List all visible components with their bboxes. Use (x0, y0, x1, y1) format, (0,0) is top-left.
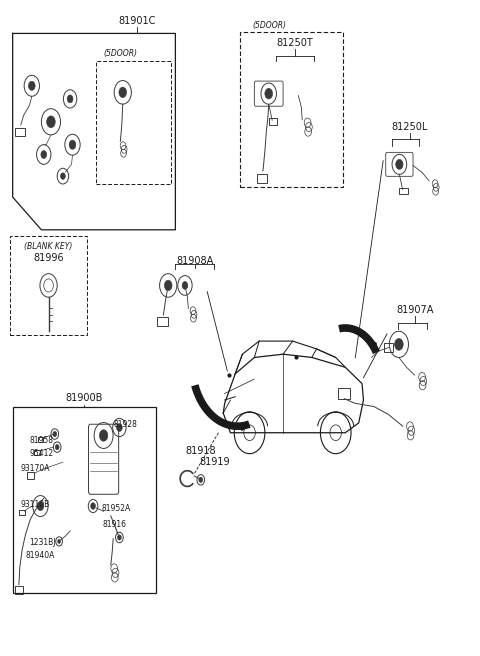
Text: 81901C: 81901C (119, 16, 156, 26)
Bar (269, 118, 277, 125)
Circle shape (37, 501, 44, 510)
Text: (5DOOR): (5DOOR) (104, 49, 138, 58)
Circle shape (60, 173, 65, 179)
Circle shape (99, 430, 108, 441)
Circle shape (41, 151, 47, 159)
Text: 81918: 81918 (185, 445, 216, 456)
Circle shape (53, 432, 57, 437)
Text: 81916: 81916 (103, 520, 127, 529)
Circle shape (265, 89, 273, 99)
Bar (399, 188, 408, 194)
Text: 95412: 95412 (29, 449, 54, 458)
Text: 81908A: 81908A (176, 256, 213, 266)
Circle shape (182, 281, 188, 289)
Text: 93110B: 93110B (21, 501, 50, 509)
Bar (12, 407, 156, 593)
Text: 81919: 81919 (199, 457, 230, 468)
Bar (157, 317, 168, 326)
Text: (5DOOR): (5DOOR) (252, 21, 286, 30)
Text: 1231BJ: 1231BJ (29, 538, 56, 547)
Circle shape (91, 502, 96, 509)
Circle shape (199, 478, 203, 483)
Circle shape (119, 87, 127, 98)
Bar (384, 343, 393, 352)
Text: 81928: 81928 (113, 420, 137, 430)
Text: 81958: 81958 (29, 436, 53, 445)
Text: 81250L: 81250L (392, 121, 428, 132)
Circle shape (28, 81, 35, 91)
Text: 81952A: 81952A (101, 504, 131, 513)
Text: 81900B: 81900B (66, 394, 103, 403)
Bar (15, 128, 24, 136)
Text: 81250T: 81250T (276, 38, 313, 48)
Bar (338, 388, 350, 399)
Text: (BLANK KEY): (BLANK KEY) (24, 241, 73, 251)
Circle shape (395, 338, 403, 350)
Circle shape (396, 159, 403, 169)
Circle shape (164, 280, 172, 291)
Bar (14, 586, 23, 594)
Text: 81940A: 81940A (25, 551, 55, 560)
Bar (257, 174, 267, 183)
Circle shape (58, 539, 60, 543)
Bar (19, 510, 24, 515)
Circle shape (47, 116, 55, 128)
Bar (96, 61, 170, 184)
Circle shape (69, 140, 76, 150)
Bar (10, 236, 87, 335)
Circle shape (55, 445, 59, 450)
Text: 81996: 81996 (33, 253, 64, 262)
Circle shape (118, 535, 121, 540)
Circle shape (117, 424, 122, 432)
Bar (240, 32, 343, 187)
Text: 93170A: 93170A (21, 464, 50, 472)
Bar (37, 437, 43, 442)
Bar (27, 472, 34, 479)
Circle shape (67, 95, 73, 103)
Bar (34, 450, 40, 455)
Text: 81907A: 81907A (396, 305, 433, 315)
